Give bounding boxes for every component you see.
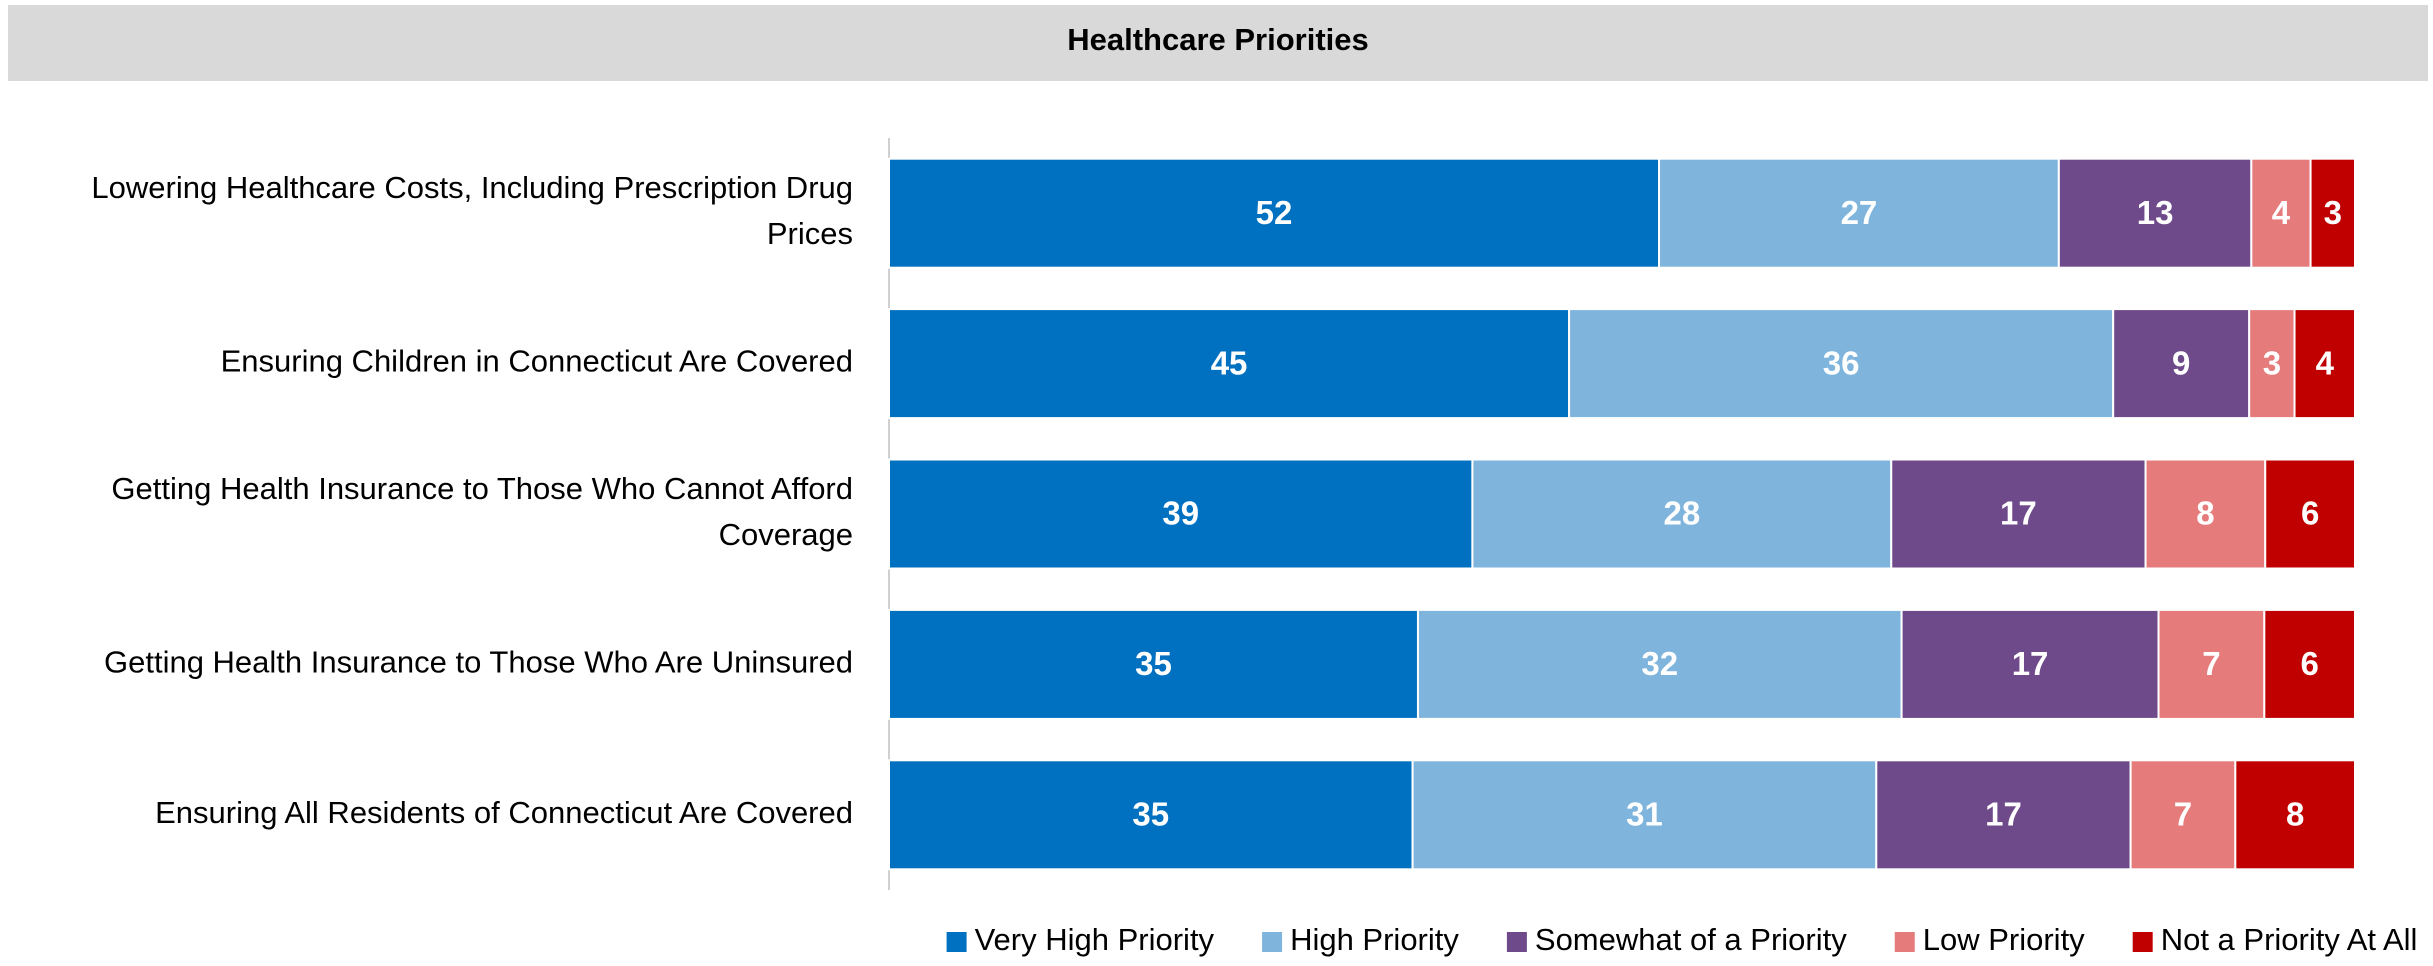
data-label: 4 — [2316, 344, 2335, 381]
bar-segment — [1658, 157, 2060, 269]
category-label: Getting Health Insurance to Those Who Ca… — [111, 471, 853, 552]
data-label: 17 — [2000, 495, 2037, 532]
legend-label: Somewhat of a Priority — [1535, 922, 1847, 957]
bar-segment — [1890, 458, 2147, 570]
data-label: 17 — [2012, 645, 2049, 682]
data-label: 7 — [2202, 645, 2220, 682]
legend-swatch — [1262, 932, 1283, 952]
data-label: 6 — [2301, 495, 2319, 532]
bar-segment — [2250, 157, 2312, 269]
title-band — [8, 5, 2428, 81]
bar-segment — [2144, 458, 2267, 570]
data-label: 3 — [2263, 344, 2281, 381]
category-label: Ensuring Children in Connecticut Are Cov… — [221, 344, 853, 379]
bar-segment — [2157, 608, 2266, 720]
data-label: 27 — [1841, 194, 1878, 231]
data-label: 36 — [1823, 344, 1860, 381]
legend-label: Low Priority — [1923, 922, 2085, 957]
bar-segment — [1411, 759, 1878, 871]
bar-segment — [888, 308, 1571, 420]
bar-segment — [1875, 759, 2132, 871]
bar-segment — [2309, 157, 2356, 269]
bar-segment — [2263, 608, 2356, 720]
legend-swatch — [2132, 932, 2153, 952]
bar-segment — [2264, 458, 2356, 570]
legend-label: Not a Priority At All — [2161, 922, 2418, 957]
data-label: 7 — [2174, 796, 2192, 833]
bar-segment — [2057, 157, 2253, 269]
chart-title: Healthcare Priorities — [1067, 22, 1369, 57]
bar-segment — [2293, 308, 2356, 420]
data-label: 31 — [1626, 796, 1663, 833]
legend-label: Very High Priority — [975, 922, 1215, 957]
bar-segment — [888, 608, 1419, 720]
bar-segment — [888, 458, 1474, 570]
data-label: 52 — [1256, 194, 1293, 231]
legend-swatch — [946, 932, 967, 952]
category-label: Lowering Healthcare Costs, Including Pre… — [91, 170, 853, 251]
data-label: 4 — [2272, 194, 2291, 231]
category-label: Ensuring All Residents of Connecticut Ar… — [155, 795, 853, 830]
data-label: 35 — [1132, 796, 1169, 833]
data-label: 35 — [1135, 645, 1172, 682]
bar-segment — [2234, 759, 2356, 871]
data-label: 9 — [2172, 344, 2190, 381]
data-label: 32 — [1641, 645, 1678, 682]
bar-segment — [2129, 759, 2237, 871]
legend: Very High Priority High Priority Somewhat … — [946, 922, 2418, 957]
bar-segment — [888, 157, 1661, 269]
data-label: 6 — [2300, 645, 2318, 682]
bar-segment — [1471, 458, 1893, 570]
data-label: 8 — [2286, 796, 2304, 833]
legend-label: High Priority — [1290, 922, 1459, 957]
legend-swatch — [1506, 932, 1527, 952]
bar-segment — [1900, 608, 2160, 720]
data-label: 28 — [1663, 495, 1700, 532]
category-label: Getting Health Insurance to Those Who Ar… — [104, 645, 853, 680]
data-label: 13 — [2137, 194, 2174, 231]
data-label: 8 — [2196, 495, 2214, 532]
data-label: 39 — [1162, 495, 1199, 532]
data-label: 3 — [2324, 194, 2342, 231]
bar-segment — [888, 759, 1414, 871]
legend-swatch — [1894, 932, 1915, 952]
data-label: 45 — [1211, 344, 1248, 381]
data-label: 17 — [1985, 796, 2022, 833]
